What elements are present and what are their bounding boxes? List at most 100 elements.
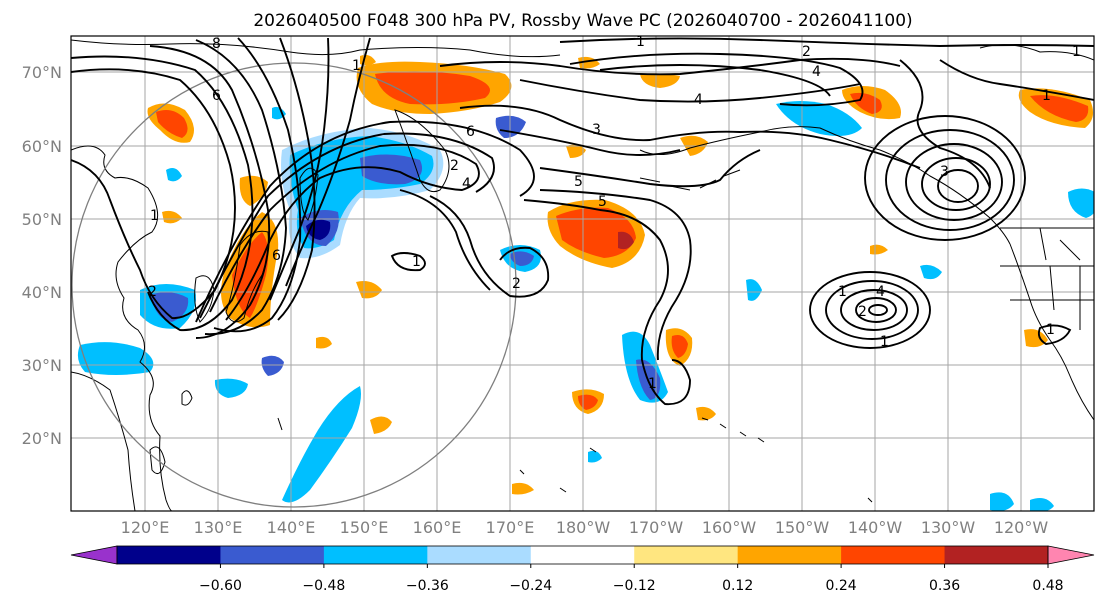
- pv-anomaly-negative: [990, 492, 1014, 511]
- rossby-wave-region-circle: [71, 62, 517, 508]
- pv-anomaly-negative: [776, 101, 862, 136]
- pv-contour: [559, 37, 1094, 47]
- colorbar-tick-label: −0.60: [199, 578, 242, 594]
- lon-label: 130°E: [194, 518, 243, 537]
- contour-label: 5: [598, 194, 607, 210]
- colorbar-segment: [944, 546, 1049, 564]
- colorbar-segment: [530, 546, 635, 564]
- pv-contour: [855, 297, 897, 323]
- contour-label: 5: [574, 174, 583, 190]
- pv-anomaly-strong: [556, 207, 636, 258]
- pv-anomaly-positive: [162, 210, 182, 224]
- pv-contour: [209, 143, 480, 321]
- colorbar-arrow-high: [1047, 545, 1095, 565]
- pv-contour: [905, 143, 1003, 221]
- lon-label: 160°W: [702, 518, 757, 537]
- lon-label: 170°W: [629, 518, 684, 537]
- pv-contour: [868, 304, 888, 316]
- colorbar-tick-label: 0.48: [1032, 578, 1063, 594]
- siberia-coast: [71, 39, 561, 58]
- map-title: 2026040500 F048 300 hPa PV, Rossby Wave …: [253, 11, 912, 31]
- north-america-coast: [1009, 243, 1094, 421]
- pv-contour: [429, 195, 550, 298]
- pv-anomaly-dark: [618, 231, 634, 250]
- pv-anomaly-shading: [77, 54, 1094, 511]
- contour-label: 2: [148, 284, 157, 300]
- latitude-labels: 70°N 60°N 50°N 40°N 30°N 20°N: [22, 63, 62, 448]
- colorbar: −0.60 −0.48 −0.36 −0.24 −0.12 0.12 0.24 0.36 0.4…: [70, 545, 1095, 594]
- pv-anomaly-negative: [77, 342, 154, 375]
- pv-contour: [523, 199, 691, 406]
- philippines-coast: [149, 446, 166, 475]
- pv-contour: [825, 280, 919, 340]
- pv-contour: [519, 79, 861, 103]
- pv-anomaly-positive: [370, 416, 392, 434]
- lon-label: 150°W: [775, 518, 830, 537]
- contour-label: 4: [876, 284, 885, 300]
- contour-label: 1: [880, 334, 889, 350]
- pv-contour: [195, 120, 535, 323]
- pv-anomaly-blue: [510, 251, 534, 266]
- lat-label: 20°N: [22, 429, 62, 448]
- lat-label: 40°N: [22, 283, 62, 302]
- colorbar-segment: [323, 546, 428, 564]
- contour-label: 6: [466, 124, 475, 140]
- pv-contour: [569, 52, 864, 107]
- canada-border: [1000, 227, 1094, 261]
- us-states: [1000, 265, 1094, 330]
- lon-label: 120°W: [994, 518, 1049, 537]
- aleutian-islands: [639, 169, 741, 191]
- pv-contour: [199, 132, 495, 319]
- pv-contour: [499, 129, 681, 156]
- taiwan-coast: [181, 390, 193, 406]
- contour-labels: 1 2 4 1 6 8 3 5 2 4 5 6 1 2 1 1 2 4 3 1 …: [148, 36, 1081, 392]
- pv-anomaly-positive: [1024, 329, 1048, 348]
- colorbar-segment: [737, 546, 842, 564]
- lat-label: 30°N: [22, 356, 62, 375]
- pv-contour: [539, 189, 692, 361]
- contour-label: 1: [1072, 44, 1081, 60]
- contour-label: 2: [450, 158, 459, 174]
- pv-anomaly-blue: [150, 292, 189, 322]
- pv-contour: [71, 55, 254, 331]
- colorbar-segment: [427, 546, 532, 564]
- pacific-islands: [277, 417, 873, 503]
- pv-contour: [399, 189, 491, 291]
- pv-contour: [840, 289, 908, 331]
- colorbar-segment: [841, 546, 946, 564]
- pv-anomaly-strong: [156, 110, 188, 138]
- contour-label: 4: [812, 64, 821, 80]
- asia-coast-south: [71, 371, 136, 511]
- contour-label: 1: [352, 58, 361, 74]
- map-border: [70, 35, 1095, 512]
- contour-label: 1: [150, 208, 159, 224]
- pv-anomaly-positive: [696, 406, 716, 421]
- asia-coast: [71, 145, 173, 511]
- pv-contour: [937, 169, 979, 203]
- pv-anomaly-positive: [640, 73, 680, 88]
- contour-label: 1: [412, 254, 421, 270]
- colorbar-segment: [634, 546, 739, 564]
- colorbar-segment: [117, 546, 221, 564]
- pv-anomaly-strong: [1030, 95, 1089, 122]
- colorbar-tick-label: −0.36: [406, 578, 449, 594]
- pv-contour: [213, 37, 302, 333]
- pv-anomaly-strong: [671, 335, 688, 358]
- colorbar-tick-label: 0.36: [929, 578, 960, 594]
- lon-label: 160°E: [413, 518, 462, 537]
- pv-anomaly-strong: [850, 92, 882, 114]
- lon-label: 180°W: [556, 518, 611, 537]
- pv-anomaly-negative: [920, 264, 942, 280]
- pv-contour: [864, 115, 1026, 241]
- pv-contour: [599, 64, 831, 97]
- colorbar-tick-label: −0.24: [509, 578, 552, 594]
- pv-anomaly-negative: [214, 378, 248, 398]
- contour-label: 2: [802, 44, 811, 60]
- colorbar-arrow-low: [70, 545, 118, 565]
- lon-label: 150°E: [340, 518, 389, 537]
- pv-anomaly-negative: [1068, 188, 1094, 218]
- pv-anomaly-positive: [316, 336, 332, 349]
- contour-label: 1: [1046, 322, 1055, 338]
- pv-contour: [269, 37, 330, 301]
